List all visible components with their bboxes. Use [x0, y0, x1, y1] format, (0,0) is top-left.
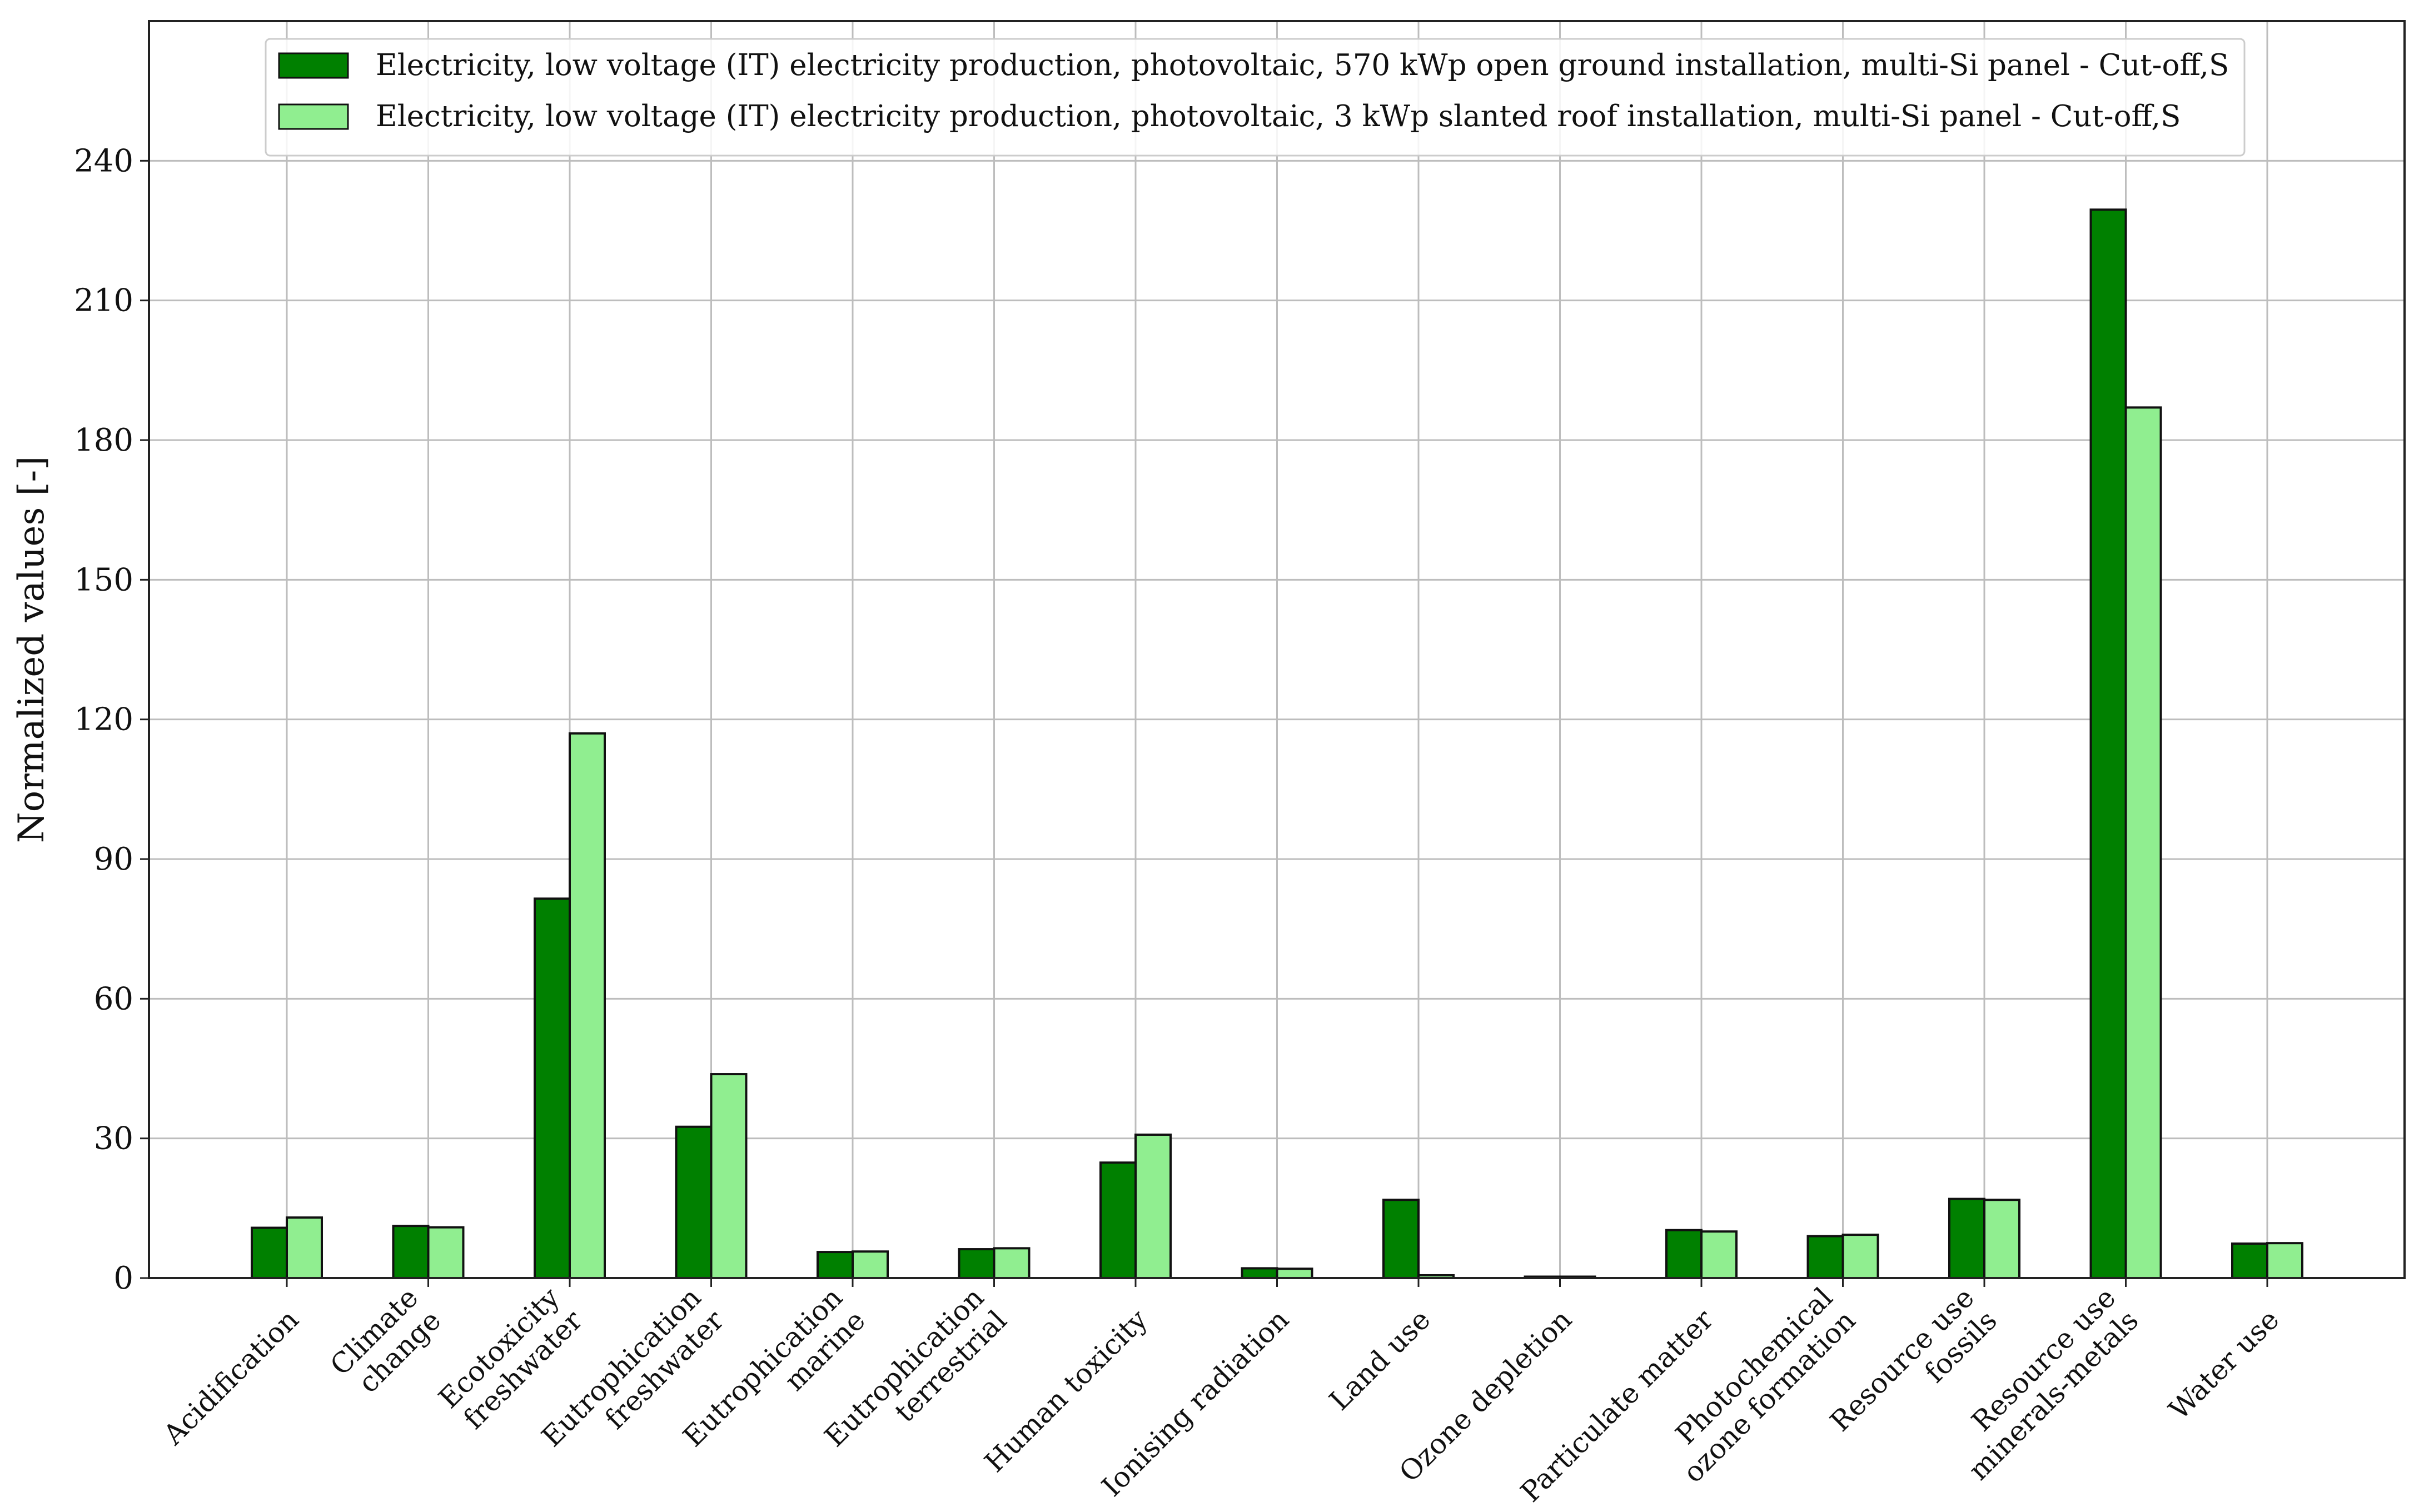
bar-series-1: [1241, 1267, 1278, 1280]
x-tick-label-text: Land use: [1323, 1303, 1436, 1416]
x-tick-label-text: Climatechange: [324, 1281, 447, 1404]
legend-label-series-2: Electricity, low voltage (IT) electricit…: [376, 99, 2181, 133]
y-tick-label: 30: [94, 1121, 133, 1157]
bar-series-2: [710, 1073, 748, 1279]
x-axis: Acidification ClimatechangeEcotoxicityfre…: [157, 1278, 2285, 1508]
legend-swatch-series-1: [278, 52, 349, 79]
bar-series-1: [2231, 1242, 2268, 1279]
bar-series-2: [852, 1250, 889, 1279]
bar-series-1: [1382, 1199, 1420, 1280]
bar-series-1: [534, 897, 571, 1279]
x-tick-label: Photochemicalozone formation: [1654, 1281, 1862, 1489]
y-tick-label: 0: [113, 1260, 133, 1296]
y-tick-label: 90: [94, 841, 133, 877]
bar-series-1: [1665, 1229, 1703, 1280]
bar-series-2: [1276, 1268, 1313, 1279]
y-tick-label: 150: [74, 562, 133, 598]
bar-series-1: [2089, 208, 2127, 1279]
y-tick-label: 60: [94, 981, 133, 1017]
bar-series-2: [2124, 406, 2162, 1279]
bar-series-2: [1700, 1230, 1738, 1279]
legend-label-series-1: Electricity, low voltage (IT) electricit…: [376, 48, 2229, 82]
bar-series-2: [1841, 1234, 1879, 1279]
bar-series-2: [427, 1226, 465, 1279]
y-tick-label: 210: [74, 283, 133, 319]
bar-series-2: [993, 1247, 1031, 1280]
x-tick-label: Land use: [1323, 1303, 1436, 1416]
bar-series-1: [958, 1248, 996, 1280]
bar-series-2: [2266, 1242, 2303, 1280]
bar-series-2: [286, 1216, 323, 1279]
bar-series-1: [1099, 1161, 1137, 1280]
x-tick-label-text: Resource usefossils: [1824, 1281, 2003, 1460]
bar-series-1: [251, 1226, 288, 1280]
bar-series-1: [817, 1251, 854, 1280]
x-tick-label-text: Acidification: [157, 1303, 305, 1451]
legend-swatch-series-2: [278, 103, 349, 130]
bar-series-2: [569, 732, 606, 1280]
x-tick-label: Water use: [2163, 1303, 2285, 1425]
x-tick-label-text: Photochemicalozone formation: [1654, 1281, 1862, 1489]
grid-lines: [149, 21, 2405, 1279]
bar-series-1: [675, 1125, 713, 1279]
x-tick-label-line: Acidification: [157, 1303, 305, 1451]
legend-box: [265, 38, 2246, 157]
bar-series-1: [1948, 1197, 1985, 1280]
bar-series-2: [1134, 1133, 1172, 1280]
legend: Electricity, low voltage (IT) electricit…: [265, 38, 2246, 157]
y-tick-label: 240: [74, 143, 133, 179]
x-tick-label-line: Land use: [1323, 1303, 1436, 1416]
bars: [251, 208, 2303, 1280]
bar-series-1: [392, 1225, 430, 1280]
x-tick-label: Climatechange: [324, 1281, 447, 1404]
x-tick-label: Resource usefossils: [1824, 1281, 2003, 1460]
x-tick-label: Acidification: [157, 1303, 305, 1451]
bar-series-1: [1806, 1235, 1844, 1280]
y-axis: 0 30 60 90 120 150 180 210 240: [74, 143, 149, 1296]
y-tick-label: 180: [74, 422, 133, 458]
bar-series-2: [1983, 1199, 2020, 1280]
x-tick-label-line: Water use: [2163, 1303, 2285, 1425]
x-tick-label-text: Water use: [2163, 1303, 2285, 1425]
y-axis-label: Normalized values [-]: [11, 456, 52, 843]
y-tick-label: 120: [74, 702, 133, 738]
